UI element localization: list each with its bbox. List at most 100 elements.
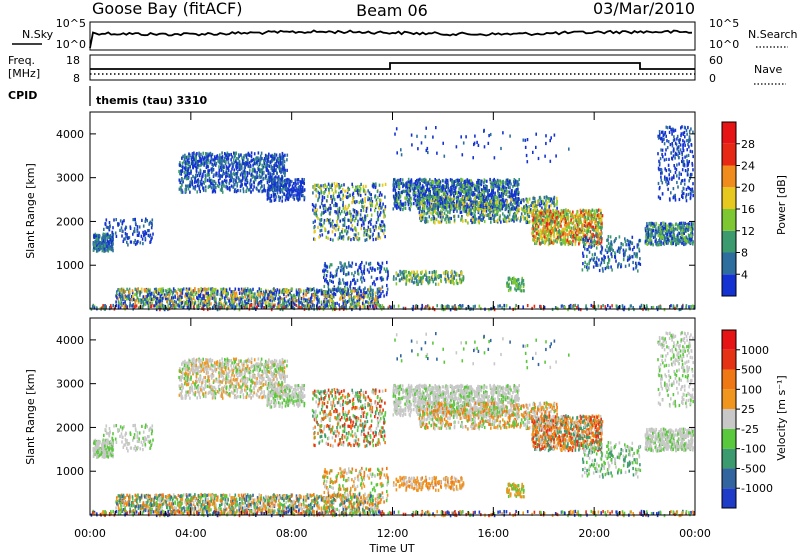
power-echo (238, 165, 240, 169)
power-echo (215, 155, 218, 159)
power-echo (448, 205, 450, 209)
power-echo (575, 212, 578, 217)
power-echo (424, 201, 426, 205)
power-echo (192, 154, 194, 158)
power-echo (511, 195, 514, 199)
power-echo (144, 233, 146, 237)
power-echo (453, 180, 455, 184)
power-echo (138, 225, 141, 229)
power-echo (341, 230, 343, 234)
power-echo (365, 209, 368, 213)
power-echo (383, 232, 385, 236)
power-echo (454, 203, 456, 207)
power-echo (442, 198, 444, 202)
power-echo (470, 184, 473, 188)
power-echo (319, 222, 321, 226)
power-echo (359, 187, 362, 191)
power-echo (219, 158, 221, 162)
power-echo (536, 205, 538, 209)
power-echo (266, 191, 269, 195)
power-echo (438, 201, 440, 205)
power-echo (372, 182, 374, 186)
power-echo (284, 179, 287, 183)
power-echo (329, 206, 332, 210)
power-echo (345, 232, 348, 236)
power-echo (289, 188, 291, 192)
power-echo (570, 218, 572, 222)
power-echo (511, 218, 514, 222)
power-echo (314, 205, 317, 210)
power-echo (471, 186, 473, 190)
power-echo (327, 182, 330, 186)
power-echo (465, 196, 468, 201)
power-echo (560, 242, 562, 246)
power-echo (399, 181, 401, 186)
power-echo (349, 193, 351, 197)
power-echo (358, 265, 360, 269)
power-echo (106, 244, 108, 249)
power-echo (580, 214, 582, 218)
power-echo (110, 248, 113, 252)
power-echo (456, 190, 458, 195)
power-echo (484, 184, 487, 188)
power-echo (436, 199, 438, 203)
power-echo (228, 187, 230, 191)
power-echo (369, 235, 371, 239)
power-echo (439, 204, 441, 208)
power-echo (434, 198, 436, 203)
power-echo (337, 209, 339, 213)
power-echo (580, 210, 582, 214)
power-echo (442, 179, 445, 183)
power-echo (569, 231, 572, 235)
power-echo (504, 185, 506, 189)
power-echo (180, 188, 182, 192)
nsearch-tick-bottom: 10^0 (709, 38, 739, 51)
power-echo (323, 269, 326, 273)
power-echo (337, 194, 339, 199)
power-echo (249, 169, 251, 173)
power-echo (363, 268, 366, 272)
power-echo (504, 219, 506, 223)
power-echo (536, 226, 538, 231)
power-echo (542, 210, 544, 214)
power-echo (552, 239, 555, 243)
power-echo (437, 207, 439, 211)
power-echo (317, 225, 319, 229)
power-echo (442, 207, 444, 211)
power-echo (144, 219, 147, 223)
power-echo (337, 266, 340, 270)
power-echo (433, 200, 436, 204)
power-echo (378, 207, 381, 211)
power-echo (353, 274, 355, 278)
power-echo (318, 235, 320, 239)
power-echo (489, 216, 491, 220)
power-echo (496, 208, 498, 212)
power-echo (546, 234, 549, 238)
power-echo (132, 232, 134, 236)
power-echo (410, 196, 413, 200)
power-echo (299, 197, 301, 201)
power-echo (340, 183, 343, 188)
power-echo (543, 208, 546, 212)
power-echo (241, 183, 243, 187)
power-echo (549, 229, 551, 233)
power-echo (474, 216, 476, 220)
power-echo (380, 224, 382, 228)
power-echo (348, 261, 350, 265)
power-echo (629, 240, 632, 244)
power-echo (577, 216, 579, 220)
power-echo (312, 185, 315, 189)
power-echo (256, 171, 258, 175)
power-echo (261, 163, 263, 167)
power-echo (566, 222, 569, 226)
power-echo (501, 202, 503, 206)
power-echo (320, 218, 322, 223)
power-echo (595, 223, 597, 228)
power-echo (364, 199, 366, 204)
power-echo (111, 235, 114, 239)
power-echo (180, 172, 183, 176)
power-echo (212, 164, 214, 168)
power-echo (490, 202, 493, 206)
power-echo (398, 202, 401, 206)
power-echo (198, 174, 201, 178)
